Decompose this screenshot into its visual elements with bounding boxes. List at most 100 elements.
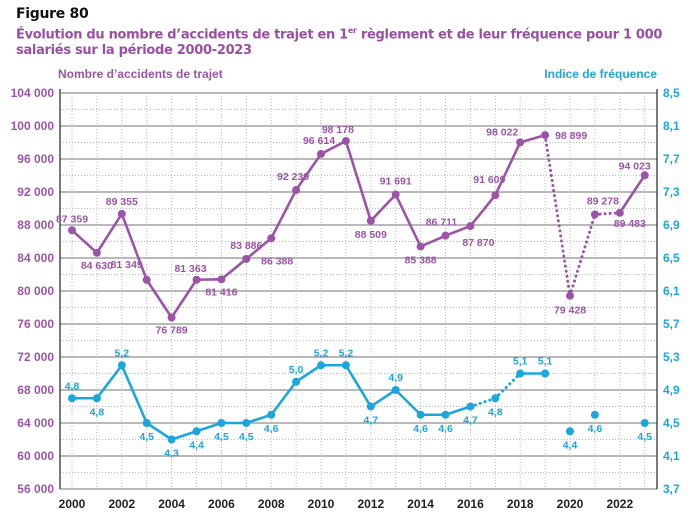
frequency-data-label: 4,9 (388, 372, 403, 384)
accidents-data-label: 98 022 (486, 126, 518, 138)
accidents-point (541, 131, 550, 140)
accidents-line-segment (95, 212, 124, 255)
frequency-point (491, 394, 500, 403)
accidents-data-label: 89 355 (106, 196, 138, 208)
accidents-point (615, 208, 624, 217)
frequency-point (142, 419, 151, 427)
accidents-data-label: 81 416 (205, 286, 237, 298)
accidents-data-label: 84 630 (81, 260, 113, 272)
frequency-data-label: 4,3 (164, 448, 179, 460)
accidents-data-label: 98 178 (322, 124, 354, 136)
accidents-line-segment (120, 212, 148, 282)
accidents-data-label: 85 388 (405, 255, 437, 267)
accidents-data-label: 91 609 (473, 174, 505, 186)
frequency-data-label: 4,8 (90, 406, 105, 418)
accidents-line-segment (394, 193, 422, 248)
frequency-line-segment (344, 363, 373, 408)
y-tick-right: 4,5 (663, 416, 680, 430)
y-tick-right: 7,7 (663, 152, 680, 166)
accidents-data-label: 86 388 (261, 255, 293, 267)
x-tick: 2008 (258, 497, 285, 511)
accidents-line-segment (170, 278, 198, 319)
frequency-data-label: 5,1 (513, 356, 528, 368)
x-tick: 2016 (457, 497, 484, 511)
accidents-point (640, 171, 649, 180)
accidents-line-segment (269, 188, 298, 240)
frequency-point (466, 402, 475, 411)
accidents-line-segment (70, 228, 99, 255)
accidents-data-label: 79 428 (554, 305, 586, 317)
accidents-point (242, 254, 251, 263)
x-tick: 2006 (208, 497, 235, 511)
accidents-line-segment (469, 193, 497, 228)
frequency-line-segment (394, 388, 422, 417)
frequency-point (317, 361, 325, 370)
frequency-data-label: 4,6 (588, 423, 603, 435)
x-tick: 2010 (308, 497, 335, 511)
accidents-point (142, 275, 151, 284)
title-superscript: er (347, 26, 357, 35)
y-tick-right: 6,9 (663, 218, 680, 232)
accidents-line-segment (593, 211, 622, 216)
frequency-data-label: 5,0 (289, 364, 304, 376)
frequency-point (366, 402, 375, 411)
accidents-data-label: 92 239 (277, 171, 309, 183)
frequency-data-label: 5,2 (339, 347, 354, 359)
y-axis-label-left: Nombre d’accidents de trajet (58, 67, 223, 81)
accidents-line-segment (344, 139, 373, 223)
frequency-point (167, 435, 176, 444)
frequency-data-label: 4,8 (488, 406, 503, 418)
accidents-point (217, 275, 226, 284)
accidents-point (391, 190, 400, 199)
accidents-point (292, 186, 301, 195)
title-text-cont: règlement et de leur fréquence pour 1 00… (16, 27, 663, 59)
y-tick-left: 80 000 (17, 284, 54, 298)
frequency-line-segment (145, 421, 173, 441)
accidents-line-segment (444, 224, 472, 237)
accidents-data-label: 86 711 (426, 217, 458, 229)
accidents-data-label: 89 278 (587, 195, 619, 207)
accidents-line-segment (220, 257, 248, 281)
y-tick-left: 100 000 (11, 119, 55, 133)
frequency-line-segment (444, 405, 472, 417)
accidents-line-segment (568, 212, 597, 298)
frequency-data-label: 4,7 (463, 415, 478, 427)
accidents-point (92, 248, 101, 257)
accidents-point (441, 231, 450, 240)
accidents-line-segment (618, 174, 647, 215)
x-tick: 2022 (606, 497, 633, 511)
accidents-line-segment (369, 193, 398, 223)
frequency-point (441, 410, 450, 419)
frequency-data-label: 4,6 (438, 423, 453, 435)
accidents-data-label: 88 509 (355, 229, 387, 241)
accidents-line-segment (518, 133, 547, 144)
accidents-line-segment (245, 236, 273, 261)
x-tick: 2020 (557, 497, 584, 511)
frequency-point (68, 394, 76, 403)
frequency-point (416, 410, 425, 419)
y-axis-label-right: Indice de fréquence (544, 67, 657, 81)
frequency-data-label: 5,2 (114, 347, 129, 359)
accidents-point (117, 209, 126, 218)
accidents-data-label: 96 614 (303, 135, 335, 147)
y-tick-right: 5,7 (663, 317, 680, 331)
frequency-line-segment (195, 421, 223, 433)
frequency-point (267, 410, 276, 419)
y-tick-left: 72 000 (17, 350, 54, 364)
accidents-line-segment (145, 278, 173, 319)
frequency-data-label: 4,7 (363, 415, 378, 427)
frequency-data-label: 4,6 (413, 423, 428, 435)
accidents-line-segment (319, 139, 348, 156)
y-tick-left: 84 000 (17, 251, 54, 265)
frequency-point (292, 377, 301, 386)
frequency-point (117, 361, 126, 370)
frequency-point (541, 369, 550, 378)
frequency-point (217, 419, 226, 427)
frequency-point (242, 419, 251, 427)
x-tick: 2014 (407, 497, 434, 511)
y-tick-right: 5,3 (663, 350, 680, 364)
frequency-line-segment (369, 388, 398, 408)
frequency-line-segment (493, 372, 522, 400)
accidents-line-segment (543, 133, 572, 298)
frequency-data-label: 4,5 (239, 431, 254, 443)
